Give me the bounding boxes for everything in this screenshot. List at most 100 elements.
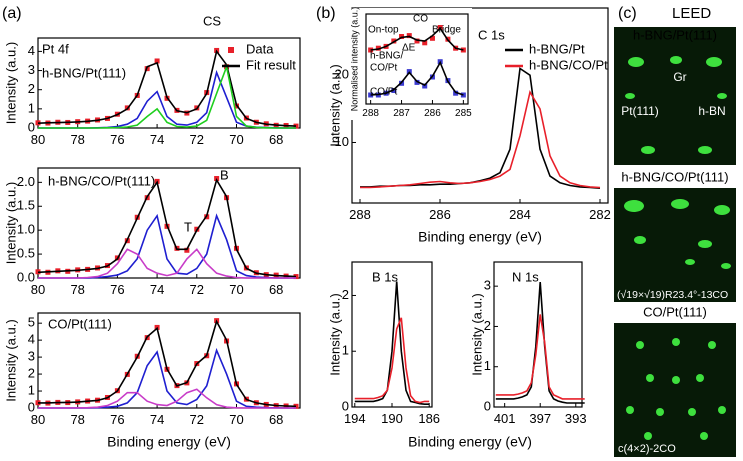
plot-frame: [37, 37, 301, 129]
y-tick-label: 1.0: [17, 222, 35, 237]
x-tick-label: 76: [110, 412, 124, 427]
annotation: C 1s: [478, 27, 505, 42]
y-tick-label: 0.5: [17, 246, 35, 261]
plot-frame: [493, 261, 583, 408]
y-tick-label: 0.0: [17, 269, 35, 284]
x-tick-label: 287: [393, 108, 410, 119]
x-tick-label: 72: [190, 282, 204, 297]
x-tick-label: 70: [229, 412, 243, 427]
x-tick-label: 74: [150, 412, 164, 427]
data-point: [293, 123, 299, 129]
x-tick-label: 76: [110, 282, 124, 297]
y-tick-label: 1: [28, 382, 35, 397]
y-axis-label: Intensity (a.u.): [327, 64, 342, 146]
data-point: [293, 274, 299, 280]
y-tick-label: 0: [484, 398, 491, 413]
x-tick-label: 286: [429, 207, 451, 222]
chart: 80 78 76 74 72 70 68 0 1 2 3 4 Intensity (a.u.) Pt 4f…: [3, 13, 301, 147]
leed-caption: h-BNG/CO/Pt(111): [621, 169, 728, 184]
x-tick-label: 72: [190, 132, 204, 147]
x-tick-label: 68: [269, 412, 283, 427]
leed-image: [614, 323, 736, 457]
y-tick-label: 2: [484, 318, 491, 333]
x-tick-label: 78: [70, 282, 84, 297]
series-line: [370, 60, 464, 96]
y-tick-label: 0: [28, 399, 35, 414]
y-tick-label: 3: [28, 349, 35, 364]
series-line: [38, 388, 296, 409]
series-line: [38, 63, 296, 129]
x-tick-label: 190: [381, 411, 403, 426]
data-point: [184, 247, 190, 253]
x-tick-label: 401: [494, 411, 516, 426]
annotation: B: [220, 167, 229, 182]
y-axis-label: Intensity (a.u.): [327, 293, 342, 375]
panel-label: (a): [2, 5, 22, 22]
data-point: [154, 58, 160, 64]
y-tick-label: 1.5: [17, 198, 35, 213]
series-line: [37, 177, 297, 278]
data-point: [399, 34, 405, 39]
series-line: [354, 317, 430, 404]
y-tick-label: 1: [342, 343, 349, 358]
leed-caption: h-BNG/Pt(111): [633, 27, 717, 42]
y-tick-label: 2: [28, 366, 35, 381]
x-axis-label: Binding energy (eV): [408, 434, 532, 450]
y-axis-label: Normalised intensity (a.u.): [349, 7, 359, 112]
leed-label: c(4×2)-2CO: [618, 443, 676, 455]
x-tick-label: 74: [150, 282, 164, 297]
x-tick-label: 393: [565, 411, 587, 426]
plot-frame: [37, 167, 301, 279]
panel-label: (b): [316, 5, 336, 22]
plot-frame: [365, 13, 469, 105]
y-tick-label: 2: [342, 287, 349, 302]
legend-label: Fit result: [246, 57, 296, 72]
data-point: [375, 45, 381, 51]
y-axis-label: Intensity (a.u.): [469, 293, 484, 375]
y-tick-label: 4: [28, 43, 35, 58]
y-axis-label: Intensity (a.u.): [3, 182, 18, 264]
x-tick-label: 80: [31, 282, 45, 297]
chart: 288 287 286 285 Normalised intensity (a.u.) O…: [349, 7, 472, 120]
annotation: T: [184, 219, 192, 234]
data-point: [391, 88, 397, 93]
series-line: [370, 27, 464, 51]
x-tick-label: 285: [455, 108, 472, 119]
x-tick-label: 68: [269, 282, 283, 297]
leed-image: [614, 188, 736, 302]
annotation: h-BNG/: [370, 51, 404, 62]
plot-frame: [37, 312, 301, 409]
series-line: [37, 49, 297, 127]
y-tick-label: 1: [484, 358, 491, 373]
x-tick-label: 78: [70, 412, 84, 427]
annotation: On-top: [368, 25, 399, 36]
x-tick-label: 288: [349, 207, 371, 222]
legend-label: Data: [246, 41, 274, 56]
annotation: h-BNG/CO/Pt(111): [48, 173, 155, 188]
leed-image: [614, 27, 736, 165]
y-tick-label: 20: [335, 67, 349, 82]
y-tick-label: 10: [335, 134, 349, 149]
x-tick-label: 76: [110, 132, 124, 147]
leed-title: LEED: [672, 5, 711, 22]
x-tick-label: 288: [362, 108, 379, 119]
x-tick-label: 68: [269, 132, 283, 147]
annotation: CO: [413, 14, 428, 25]
x-tick-label: 186: [418, 411, 440, 426]
panel-label: (c): [618, 5, 637, 22]
data-point: [414, 38, 420, 44]
x-tick-label: 78: [70, 132, 84, 147]
x-tick-label: 194: [344, 411, 366, 426]
annotation: B 1s: [372, 269, 399, 284]
y-axis-label: Intensity (a.u.): [3, 319, 18, 401]
x-tick-label: 80: [31, 132, 45, 147]
y-tick-label: 5: [28, 315, 35, 330]
leed-label: (√19×√19)R23.4°-13CO: [617, 289, 728, 301]
leed-caption: CO/Pt(111): [643, 304, 707, 319]
chart: 80 78 76 74 72 70 68 0 12 3 4 5 Intensity (a.u.) Bind…: [3, 312, 301, 450]
data-point: [293, 403, 299, 409]
x-tick-label: 70: [229, 132, 243, 147]
x-tick-label: 80: [31, 412, 45, 427]
